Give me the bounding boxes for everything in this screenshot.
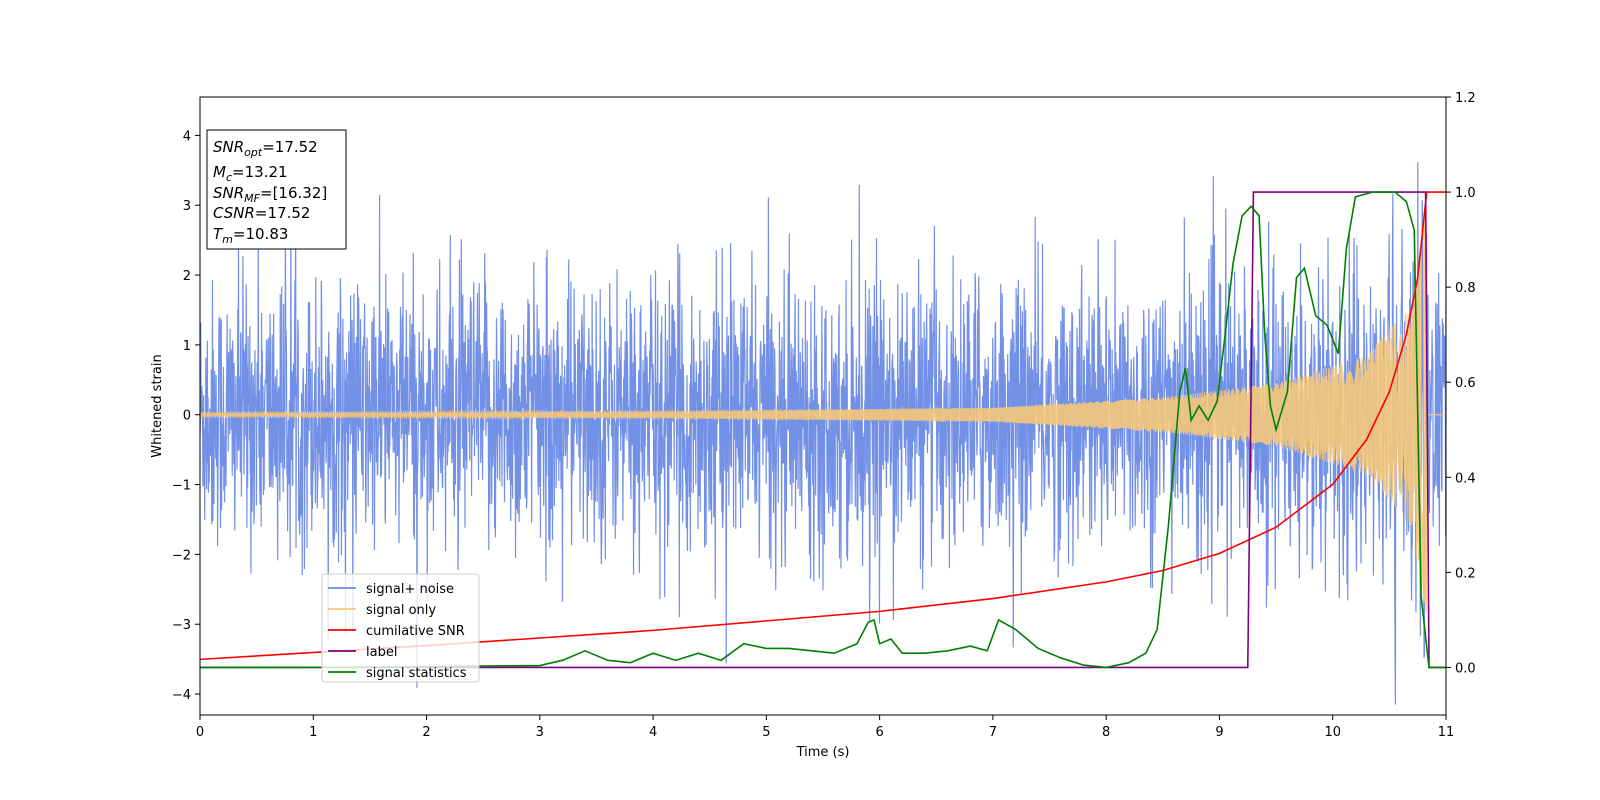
x-tick-label: 3 [536, 725, 544, 740]
x-axis-label: Time (s) [796, 745, 850, 760]
info-snr-opt: SNRopt=17.52 [213, 138, 318, 159]
y-left-tick-label: 0 [183, 409, 191, 424]
info-box: SNRopt=17.52 Mc=13.21 SNRMF=[16.32] CSNR… [206, 129, 347, 250]
legend: signal+ noise signal only cumilative SNR la… [321, 573, 480, 683]
legend-label: signal+ noise [366, 582, 454, 597]
y-right-tick-label: 0.4 [1455, 471, 1476, 486]
y-axis-right-ticks: 0.0 0.2 0.4 0.6 0.8 1.0 1.2 [1446, 91, 1476, 676]
plot-frame [199, 96, 1447, 716]
x-tick-label: 11 [1438, 725, 1455, 740]
y-axis-label: Whitened strain [150, 354, 165, 457]
info-tm: Tm=10.83 [213, 225, 288, 246]
y-right-tick-label: 1.2 [1455, 91, 1476, 106]
x-tick-label: 9 [1215, 725, 1223, 740]
x-axis-ticks: 0 1 2 3 4 5 6 7 8 9 10 11 [196, 715, 1454, 740]
y-left-tick-label: −4 [172, 688, 191, 703]
y-right-tick-label: 0.0 [1455, 661, 1476, 676]
legend-label: signal statistics [366, 666, 467, 681]
series-line-signal-statistics [200, 191, 1446, 669]
x-tick-label: 1 [309, 725, 317, 740]
legend-frame [321, 573, 480, 683]
series-line-cumilative-snr [200, 191, 1446, 661]
info-box-frame [206, 129, 347, 250]
x-tick-label: 7 [989, 725, 997, 740]
x-tick-label: 6 [875, 725, 883, 740]
y-right-tick-label: 0.2 [1455, 566, 1476, 581]
y-left-tick-label: 4 [183, 129, 191, 144]
y-left-tick-label: 1 [183, 339, 191, 354]
series-layer [200, 162, 1446, 705]
info-snr-mf: SNRMF=[16.32] [213, 184, 327, 205]
y-right-tick-label: 0.8 [1455, 281, 1476, 296]
x-tick-label: 8 [1102, 725, 1110, 740]
x-tick-label: 2 [422, 725, 430, 740]
series-line-signal-only [200, 221, 1446, 612]
x-tick-label: 4 [649, 725, 657, 740]
legend-label: signal only [366, 603, 436, 618]
y-left-tick-label: −3 [172, 618, 191, 633]
x-tick-label: 5 [762, 725, 770, 740]
y-right-tick-label: 1.0 [1455, 186, 1476, 201]
y-left-tick-label: −1 [172, 479, 191, 494]
x-tick-label: 10 [1324, 725, 1341, 740]
y-right-tick-label: 0.6 [1455, 376, 1476, 391]
y-left-tick-label: 2 [183, 269, 191, 284]
legend-label: cumilative SNR [366, 624, 465, 639]
info-mc: Mc=13.21 [213, 163, 288, 184]
y-axis-left-ticks: −4 −3 −2 −1 0 1 2 3 4 [172, 129, 200, 703]
y-left-tick-label: −2 [172, 548, 191, 563]
info-csnr: CSNR=17.52 [213, 204, 310, 222]
y-left-tick-label: 3 [183, 199, 191, 214]
legend-label: label [366, 645, 397, 660]
x-tick-label: 0 [196, 725, 204, 740]
